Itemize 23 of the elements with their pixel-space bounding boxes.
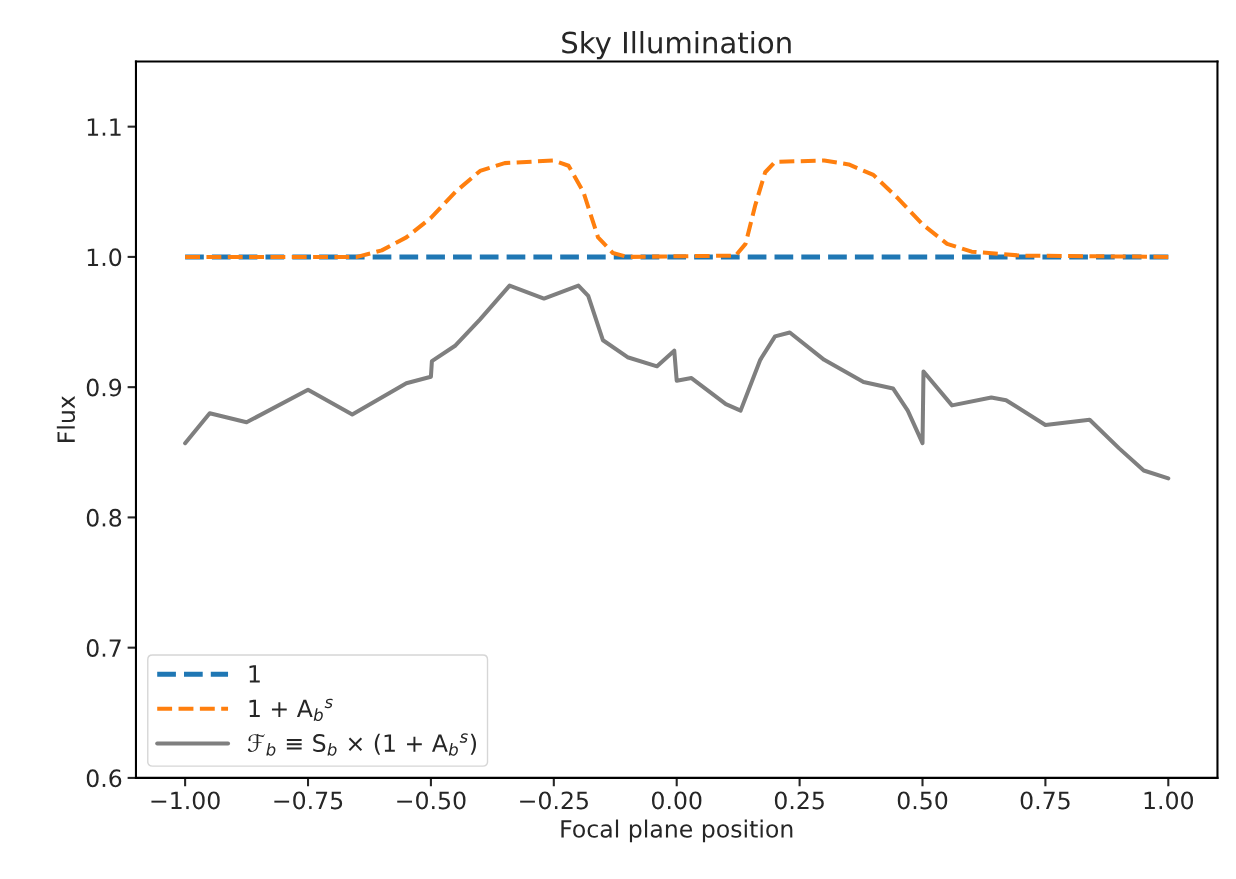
x-tick-label: 1.00 <box>1144 791 1194 810</box>
x-tick-label: 0.75 <box>1020 791 1070 810</box>
x-tick-label: 0.50 <box>897 791 948 810</box>
x-tick-label: −1.00 <box>151 791 220 810</box>
x-axis-title: Focal plane position <box>561 819 793 843</box>
y-tick-label: 0.7 <box>86 639 121 657</box>
y-tick-label: 1.0 <box>87 248 122 267</box>
x-tick-label: 0.00 <box>651 791 702 810</box>
x-tick-label: −0.25 <box>520 791 588 810</box>
x-tick-label: 0.25 <box>774 791 824 810</box>
chart-title: Sky Illumination <box>562 31 791 60</box>
legend-label: ℱ$_{b}$ ≡ S$_{b}$ × (1 + A$_{b}$$^{s}$) <box>247 733 476 756</box>
x-tick-label: −0.75 <box>274 791 343 810</box>
line-series <box>183 283 1171 481</box>
y-tick-label: 0.8 <box>86 508 122 527</box>
legend-label: 1 + A$_{b}$$^{s}$ <box>249 698 333 722</box>
y-tick-label: 0.6 <box>86 769 122 788</box>
line-series <box>183 158 1171 259</box>
y-tick-label: 0.9 <box>86 378 122 397</box>
y-tick-label: 1.1 <box>87 118 121 136</box>
legend-label: 1 <box>249 665 260 683</box>
x-tick-label: −0.50 <box>397 791 466 810</box>
y-axis-title: Flux <box>56 395 76 442</box>
